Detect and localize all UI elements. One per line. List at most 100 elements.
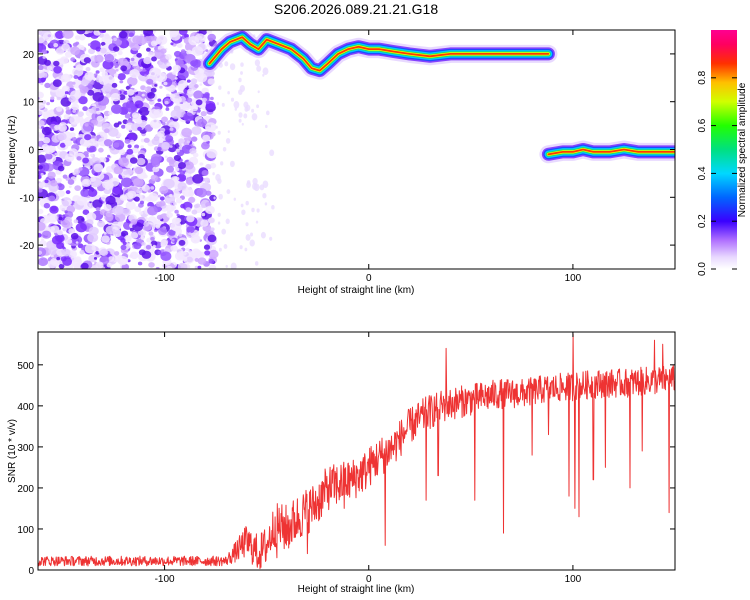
snr-series bbox=[38, 333, 675, 570]
noise-speckle bbox=[48, 195, 56, 202]
noise-speckle bbox=[217, 130, 221, 135]
noise-speckle bbox=[130, 105, 138, 112]
noise-speckle bbox=[128, 84, 132, 87]
noise-speckle bbox=[111, 104, 123, 114]
noise-speckle bbox=[204, 250, 211, 256]
noise-speckle bbox=[156, 214, 163, 220]
snr-y-tick-label: 400 bbox=[17, 402, 34, 413]
spectrogram-y-tick-label: 0 bbox=[28, 146, 34, 157]
noise-speckle bbox=[130, 251, 139, 260]
noise-speckle bbox=[117, 50, 123, 56]
noise-speckle bbox=[141, 184, 150, 192]
noise-speckle bbox=[244, 247, 248, 252]
noise-speckle bbox=[127, 144, 132, 149]
noise-speckle bbox=[147, 92, 156, 99]
noise-speckle bbox=[186, 49, 193, 55]
noise-speckle bbox=[174, 167, 180, 172]
noise-speckle bbox=[194, 84, 199, 89]
noise-speckle bbox=[82, 209, 90, 215]
noise-speckle bbox=[64, 51, 73, 58]
noise-speckle bbox=[157, 194, 161, 198]
noise-speckle bbox=[144, 87, 148, 90]
noise-speckle bbox=[208, 37, 214, 42]
lower-ridge-band bbox=[547, 148, 675, 156]
noise-speckle bbox=[133, 242, 142, 250]
noise-speckle bbox=[50, 96, 55, 100]
noise-speckle bbox=[140, 85, 146, 91]
noise-speckle bbox=[144, 217, 148, 220]
noise-speckle bbox=[174, 50, 182, 58]
noise-speckle bbox=[101, 235, 110, 243]
noise-speckle bbox=[160, 251, 172, 261]
spectrogram-y-axis: -20 -10 0 10 20 bbox=[20, 50, 675, 252]
noise-speckle bbox=[196, 73, 208, 83]
noise-speckle bbox=[205, 205, 215, 215]
noise-speckle bbox=[44, 59, 51, 66]
noise-speckle bbox=[87, 74, 92, 78]
noise-speckle bbox=[38, 208, 44, 215]
noise-speckle bbox=[83, 57, 91, 64]
noise-speckle bbox=[163, 81, 168, 86]
noise-speckle bbox=[76, 196, 87, 206]
noise-speckle bbox=[38, 132, 45, 141]
noise-speckle bbox=[181, 127, 193, 138]
noise-speckle bbox=[188, 36, 200, 46]
noise-speckle bbox=[63, 114, 70, 120]
noise-speckle bbox=[103, 110, 111, 117]
noise-speckle bbox=[88, 48, 96, 55]
noise-speckle bbox=[185, 247, 190, 252]
noise-speckle bbox=[269, 236, 273, 241]
noise-speckle bbox=[156, 35, 168, 46]
noise-speckle bbox=[179, 170, 186, 176]
noise-speckle bbox=[204, 177, 210, 183]
noise-speckle bbox=[120, 237, 126, 243]
noise-speckle bbox=[165, 204, 175, 213]
noise-speckle bbox=[68, 95, 76, 103]
noise-speckle bbox=[124, 138, 131, 144]
noise-speckle bbox=[98, 147, 104, 153]
noise-speckle bbox=[82, 157, 89, 164]
noise-speckle bbox=[108, 145, 112, 149]
noise-speckle bbox=[157, 130, 165, 138]
noise-speckle bbox=[139, 200, 145, 205]
noise-speckle bbox=[107, 127, 119, 137]
noise-speckle bbox=[145, 56, 151, 62]
noise-speckle bbox=[38, 221, 46, 231]
noise-speckle bbox=[150, 236, 155, 241]
noise-speckle bbox=[265, 110, 270, 116]
noise-speckle bbox=[118, 149, 126, 156]
noise-speckle bbox=[55, 30, 65, 39]
noise-speckle bbox=[217, 221, 221, 225]
noise-speckle bbox=[225, 138, 231, 144]
noise-speckle bbox=[96, 75, 101, 78]
noise-speckle bbox=[41, 49, 48, 55]
noise-speckle bbox=[42, 56, 46, 59]
noise-speckle bbox=[202, 134, 211, 142]
noise-speckle bbox=[165, 54, 172, 60]
noise-speckle bbox=[104, 128, 110, 134]
noise-speckle bbox=[208, 249, 219, 259]
noise-speckle bbox=[38, 257, 49, 267]
snr-x-axis: -100 0 100 bbox=[155, 332, 582, 585]
noise-speckle bbox=[139, 211, 144, 215]
noise-speckle bbox=[254, 261, 259, 266]
spectrogram-x-axis: -100 0 100 bbox=[155, 30, 582, 284]
noise-speckle bbox=[122, 102, 130, 109]
noise-speckle bbox=[150, 119, 162, 129]
noise-speckle bbox=[229, 160, 235, 168]
upper-ridge-band bbox=[208, 36, 550, 72]
noise-speckle bbox=[50, 180, 58, 187]
noise-speckle bbox=[75, 241, 79, 244]
noise-speckle bbox=[197, 118, 208, 128]
noise-speckle bbox=[183, 257, 188, 262]
noise-speckle bbox=[67, 179, 75, 185]
colorbar-tick-label: 0.8 bbox=[697, 70, 708, 84]
noise-speckle bbox=[134, 100, 144, 109]
noise-speckle bbox=[178, 162, 186, 169]
snr-y-tick-label: 100 bbox=[17, 525, 34, 536]
noise-speckle bbox=[79, 34, 86, 41]
noise-speckle bbox=[168, 158, 175, 165]
noise-speckle bbox=[152, 244, 156, 248]
noise-speckle bbox=[188, 190, 195, 197]
